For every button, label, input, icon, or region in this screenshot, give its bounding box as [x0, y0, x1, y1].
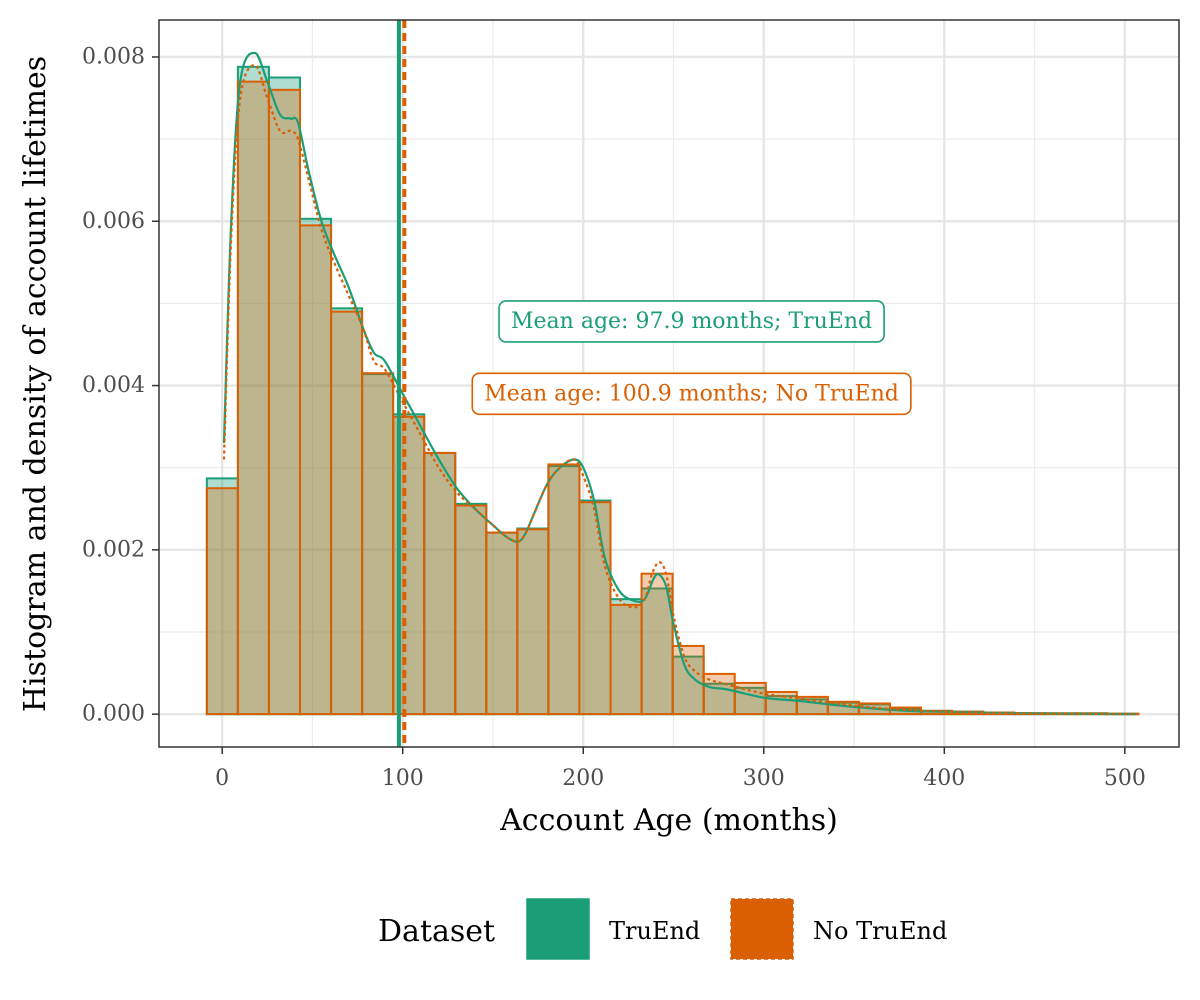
histogram-bar-truend [361, 373, 395, 716]
legend-title: Dataset [378, 914, 495, 949]
density-curve-no-truend [222, 64, 1136, 716]
annotation-text-truend: Mean age: 97.9 months; TruEnd [511, 309, 872, 334]
histogram-bar-no-truend [485, 531, 519, 716]
y-tick-label: 0.002 [82, 537, 145, 562]
y-axis-title: Histogram and density of account lifetim… [18, 56, 53, 712]
annotation-truend: Mean age: 97.9 months; TruEnd [498, 300, 885, 343]
density-curves [222, 51, 1136, 716]
y-tick-label: 0.004 [82, 373, 145, 398]
x-tick-label: 400 [923, 766, 965, 791]
histogram-bar-no-truend [298, 224, 333, 716]
histogram-bars-truend [205, 65, 1140, 716]
x-tick-label: 300 [743, 766, 785, 791]
histogram-bar-no-truend [578, 501, 612, 716]
histogram-bar-no-truend [733, 681, 767, 716]
histogram-bar-no-truend [267, 88, 301, 716]
y-tick-label: 0.008 [82, 44, 145, 69]
histogram-bar-no-truend [361, 372, 395, 716]
histogram-bar-no-truend [205, 487, 239, 716]
y-tick-label: 0.000 [82, 702, 145, 727]
density-curve-truend [222, 51, 1136, 716]
x-axis-ticks: 0 100 200 300 400 500 [215, 747, 1146, 791]
histogram-bar-no-truend [236, 80, 270, 716]
annotation-text-no-truend: Mean age: 100.9 months; No TruEnd [484, 381, 899, 406]
panel-border [158, 19, 1180, 748]
legend-key-truend [526, 898, 590, 960]
histogram-bar-no-truend [516, 528, 550, 716]
legend: Dataset TruEnd No TruEnd [378, 898, 947, 960]
histogram-bar-no-truend [609, 603, 643, 716]
x-tick-label: 200 [562, 766, 604, 791]
histogram-bars-no-truend [205, 80, 1140, 716]
x-tick-label: 0 [215, 766, 229, 791]
y-axis-ticks: 0.000 0.002 0.004 0.006 0.008 [82, 44, 159, 727]
legend-label-truend: TruEnd [609, 917, 700, 945]
histogram-bar-no-truend [547, 463, 581, 716]
histogram-bar-no-truend [454, 504, 488, 716]
y-tick-label: 0.006 [82, 209, 145, 234]
histogram-bar-no-truend [764, 690, 798, 716]
histogram-bar-truend [640, 587, 674, 716]
x-axis-title: Account Age (months) [499, 803, 838, 838]
legend-key-no-truend [730, 898, 794, 960]
x-tick-label: 100 [382, 766, 424, 791]
histogram-bar-truend [298, 217, 333, 716]
legend-label-no-truend: No TruEnd [813, 917, 947, 945]
x-tick-label: 500 [1104, 766, 1146, 791]
histogram-bar-no-truend [330, 310, 364, 716]
histogram-bar-no-truend [423, 451, 457, 716]
histogram-bar-truend [547, 465, 581, 716]
annotation-box-truend [498, 300, 885, 343]
histogram-bar-no-truend [671, 644, 705, 716]
mean-annotations: Mean age: 97.9 months; TruEnd Mean age: 1… [471, 300, 912, 416]
annotation-box-no-truend [471, 372, 912, 416]
annotation-no-truend: Mean age: 100.9 months; No TruEnd [471, 372, 912, 416]
mean-lines [396, 20, 407, 747]
